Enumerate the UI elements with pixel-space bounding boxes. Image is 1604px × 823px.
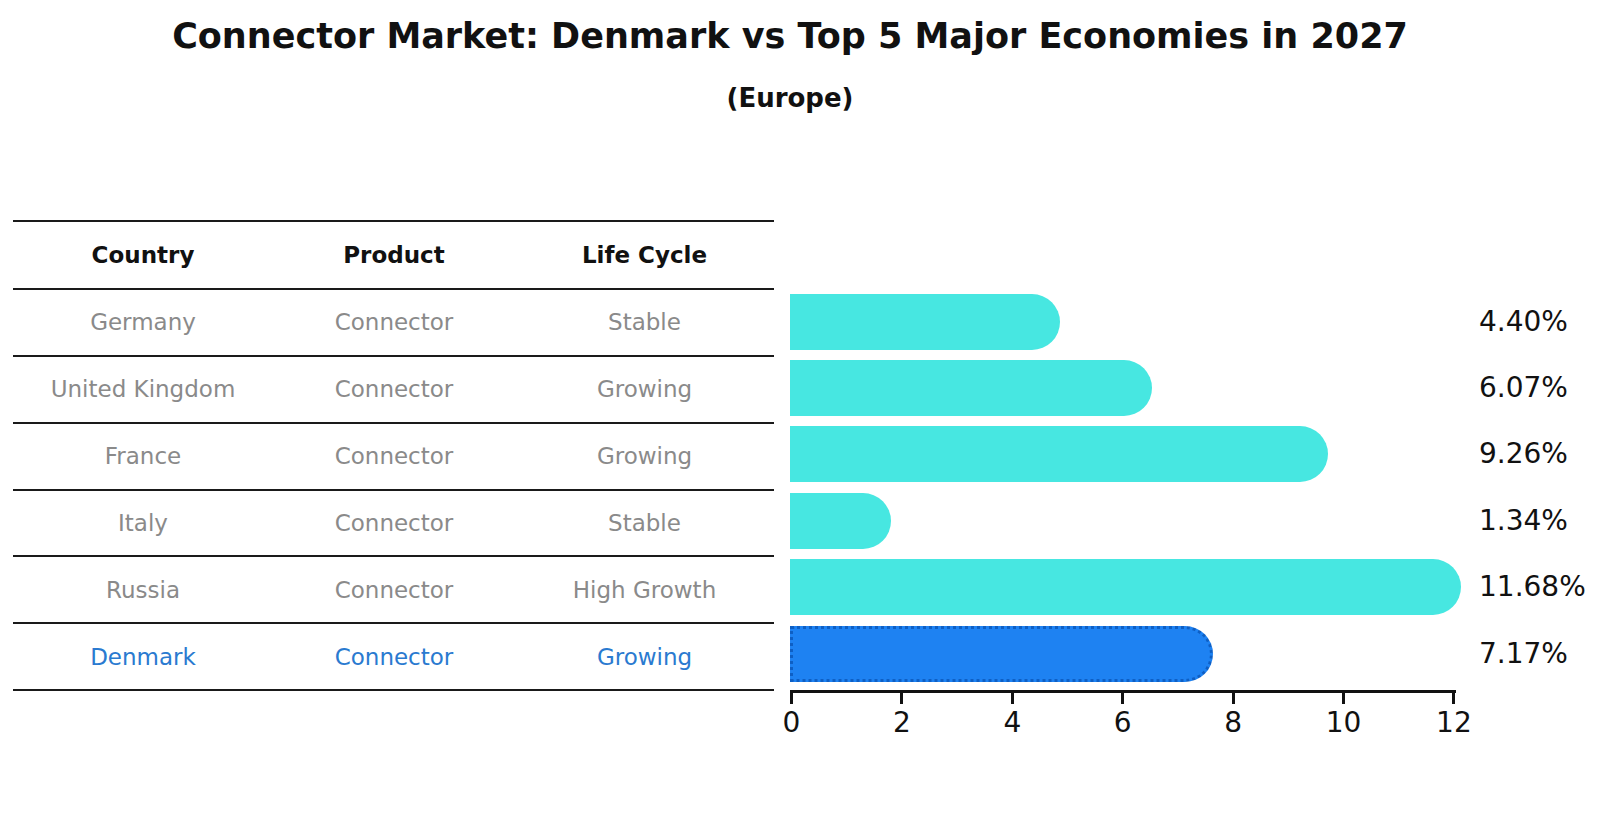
x-axis-tick xyxy=(790,690,793,704)
x-axis-tick-label: 10 xyxy=(1304,706,1384,739)
table-header-row: Country Product Life Cycle xyxy=(13,220,774,288)
x-axis-tick-label: 0 xyxy=(752,706,832,739)
column-header-country: Country xyxy=(13,242,273,268)
bar-germany xyxy=(790,294,1060,350)
x-axis-tick xyxy=(1011,690,1014,704)
value-label-italy: 1.34% xyxy=(1479,501,1568,541)
value-label-germany: 4.40% xyxy=(1479,302,1568,342)
value-label-france: 9.26% xyxy=(1479,434,1568,474)
cell-country: Denmark xyxy=(13,644,273,670)
bar-united-kingdom xyxy=(790,360,1152,416)
table-row-france: France Connector Growing xyxy=(13,422,774,489)
column-header-product: Product xyxy=(273,242,515,268)
bar-russia xyxy=(790,559,1461,615)
cell-country: United Kingdom xyxy=(13,376,273,402)
table-row-germany: Germany Connector Stable xyxy=(13,288,774,355)
value-label-russia: 11.68% xyxy=(1479,567,1586,607)
cell-country: France xyxy=(13,443,273,469)
bar-france xyxy=(790,426,1328,482)
x-axis-tick xyxy=(1232,690,1235,704)
x-axis-tick-label: 8 xyxy=(1193,706,1273,739)
table-row-united-kingdom: United Kingdom Connector Growing xyxy=(13,355,774,422)
country-table: Country Product Life Cycle Germany Conne… xyxy=(13,220,774,691)
cell-life-cycle: Growing xyxy=(515,443,774,469)
cell-life-cycle: Stable xyxy=(515,510,774,536)
x-axis-tick-label: 12 xyxy=(1414,706,1494,739)
chart-subtitle: (Europe) xyxy=(0,83,1580,113)
x-axis-tick xyxy=(1452,690,1455,704)
cell-life-cycle: Growing xyxy=(515,644,774,670)
table-row-italy: Italy Connector Stable xyxy=(13,489,774,556)
cell-life-cycle: Growing xyxy=(515,376,774,402)
cell-product: Connector xyxy=(273,376,515,402)
table-row-denmark-highlighted: Denmark Connector Growing xyxy=(13,622,774,689)
bar-italy xyxy=(790,493,891,549)
cell-product: Connector xyxy=(273,510,515,536)
x-axis-tick xyxy=(1121,690,1124,704)
cell-country: Germany xyxy=(13,309,273,335)
chart-title: Connector Market: Denmark vs Top 5 Major… xyxy=(0,16,1580,56)
table-row-russia: Russia Connector High Growth xyxy=(13,555,774,622)
column-header-life-cycle: Life Cycle xyxy=(515,242,774,268)
cell-country: Russia xyxy=(13,577,273,603)
bar-denmark-highlighted xyxy=(790,626,1213,682)
value-label-denmark: 7.17% xyxy=(1479,634,1568,674)
cell-life-cycle: Stable xyxy=(515,309,774,335)
cell-country: Italy xyxy=(13,510,273,536)
cell-product: Connector xyxy=(273,644,515,670)
cell-life-cycle: High Growth xyxy=(515,577,774,603)
value-label-united-kingdom: 6.07% xyxy=(1479,368,1568,408)
x-axis-tick-label: 2 xyxy=(862,706,942,739)
x-axis-tick-label: 6 xyxy=(1083,706,1163,739)
x-axis-tick-label: 4 xyxy=(972,706,1052,739)
x-axis-tick xyxy=(900,690,903,704)
x-axis-tick xyxy=(1342,690,1345,704)
cell-product: Connector xyxy=(273,309,515,335)
cell-product: Connector xyxy=(273,577,515,603)
cell-product: Connector xyxy=(273,443,515,469)
chart-figure: Connector Market: Denmark vs Top 5 Major… xyxy=(0,0,1604,823)
